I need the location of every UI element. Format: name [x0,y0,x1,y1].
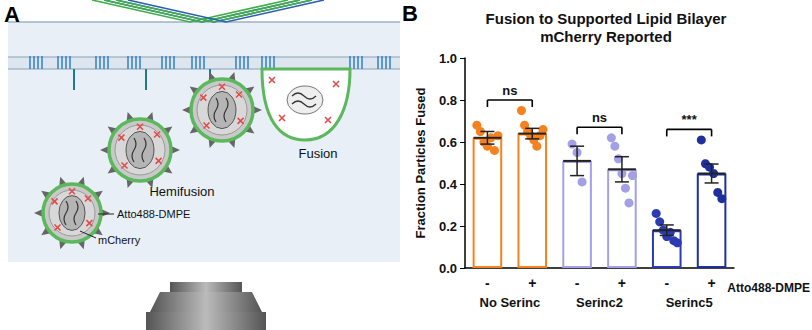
svg-text:0.0: 0.0 [439,261,457,276]
svg-text:+: + [618,275,626,291]
svg-text:Atto488-DMPE: Atto488-DMPE [117,208,190,220]
svg-text:ns: ns [592,110,607,125]
svg-text:ns: ns [502,83,517,98]
svg-text:mCherry Reported: mCherry Reported [540,28,672,45]
svg-text:-: - [664,275,669,291]
svg-text:Atto488-DMPE: Atto488-DMPE [727,281,810,295]
svg-text:0.6: 0.6 [439,135,457,150]
svg-text:0.8: 0.8 [439,93,457,108]
svg-text:mCherry: mCherry [98,234,141,246]
svg-text:0.2: 0.2 [439,219,457,234]
svg-text:A: A [4,2,20,27]
svg-text:Fusion to Supported Lipid Bila: Fusion to Supported Lipid Bilayer [486,10,727,27]
svg-text:Fusion: Fusion [298,146,337,161]
svg-text:-: - [485,275,490,291]
svg-text:-: - [575,275,580,291]
svg-text:Hemifusion: Hemifusion [149,184,214,199]
svg-text:+: + [528,275,536,291]
svg-text:Serinc5: Serinc5 [666,295,713,310]
svg-text:***: *** [682,112,698,127]
svg-text:+: + [707,275,715,291]
svg-text:B: B [402,1,418,26]
svg-text:No Serinc: No Serinc [479,295,540,310]
svg-text:Fraction Particles Fused: Fraction Particles Fused [413,87,428,238]
svg-text:1.0: 1.0 [439,51,457,66]
svg-text:0.4: 0.4 [439,177,458,192]
svg-text:Serinc2: Serinc2 [576,295,623,310]
